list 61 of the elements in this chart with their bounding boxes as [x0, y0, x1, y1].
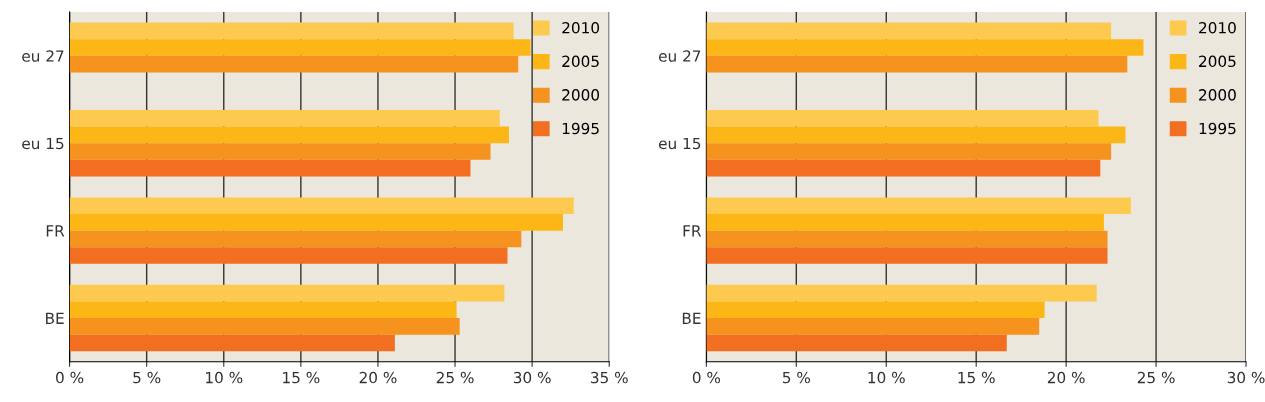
bar [706, 301, 1045, 319]
x-tick-label: 30 % [1227, 371, 1265, 384]
legend-label: 2010 [562, 21, 600, 34]
y-tick-label: eu 15 [658, 137, 701, 150]
legend-label: 1995 [562, 122, 599, 135]
bar [706, 230, 1108, 248]
legend-label: 2010 [1199, 21, 1236, 34]
bar [69, 247, 508, 264]
bar [69, 230, 522, 248]
x-tick-label: 5 % [133, 371, 161, 384]
bar [69, 159, 471, 177]
legend-label: 2005 [562, 55, 599, 68]
bar [69, 126, 510, 144]
x-tick-label: 35 % [590, 371, 628, 384]
bar [69, 22, 514, 40]
x-tick-label: 10 % [206, 371, 243, 384]
y-tick-label: FR [46, 225, 65, 237]
bar [706, 39, 1144, 56]
x-tick-label: 20 % [1047, 371, 1085, 384]
bar [706, 109, 1099, 127]
bar [69, 143, 491, 160]
legend-label: 2000 [1199, 89, 1236, 101]
x-tick-label: 0 % [56, 371, 84, 384]
bar [706, 159, 1101, 177]
bar [706, 334, 1007, 352]
bar [706, 318, 1040, 335]
bar [69, 318, 460, 335]
legend-label: 2005 [1199, 55, 1236, 68]
bar [69, 334, 395, 352]
bar [69, 55, 519, 73]
y-tick-label: eu 27 [658, 50, 701, 62]
y-tick-label: eu 15 [22, 137, 64, 150]
x-tick-label: 25 % [1137, 371, 1175, 384]
x-tick-label: 10 % [868, 371, 905, 384]
y-tick-label: eu 27 [22, 50, 64, 62]
y-tick-label: FR [683, 225, 702, 237]
x-tick-label: 30 % [513, 371, 551, 384]
bar [69, 284, 505, 302]
bar [69, 197, 574, 215]
x-tick-label: 25 % [436, 371, 474, 384]
x-tick-label: 5 % [782, 371, 811, 384]
bar [706, 247, 1108, 264]
bar [69, 301, 457, 319]
x-tick-label: 0 % [692, 371, 721, 384]
x-tick-label: 15 % [958, 371, 995, 384]
bar [69, 109, 500, 127]
bar [69, 214, 563, 231]
bar [706, 143, 1112, 160]
bar [706, 55, 1128, 73]
legend-label: 2000 [562, 89, 600, 101]
legend-label: 1995 [1199, 122, 1236, 135]
bar [706, 214, 1104, 231]
y-tick-label: BE [46, 312, 64, 324]
bar [69, 39, 531, 56]
bar [706, 197, 1131, 215]
x-tick-label: 15 % [283, 371, 320, 384]
bar [706, 126, 1126, 144]
bar [706, 284, 1097, 302]
bar [706, 22, 1112, 40]
y-tick-label: BE [682, 312, 701, 324]
x-tick-label: 20 % [359, 371, 397, 384]
